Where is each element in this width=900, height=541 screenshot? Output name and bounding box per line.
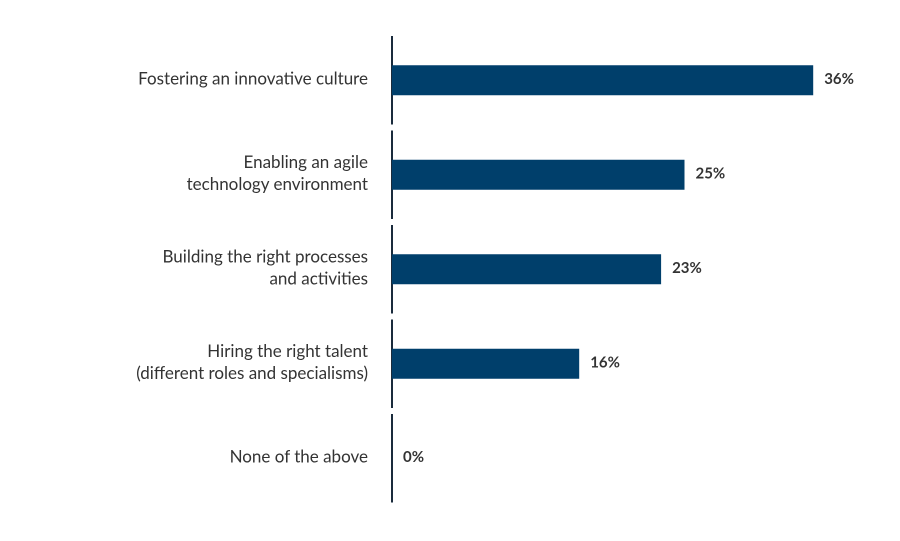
value-label: 0%: [403, 448, 424, 466]
bar: [392, 65, 814, 96]
category-label: Fostering an innovative culture: [138, 68, 368, 89]
value-label: 16%: [590, 354, 620, 372]
category-label: Hiring the right talent (different roles …: [136, 340, 368, 383]
bar: [392, 254, 662, 285]
bar: [392, 348, 580, 379]
bar: [392, 159, 685, 190]
value-label: 23%: [672, 259, 702, 277]
category-label: Enabling an agile technology environment: [187, 151, 368, 194]
category-label: None of the above: [230, 446, 368, 467]
category-label: Building the right processes and activiti…: [163, 246, 369, 289]
value-label: 25%: [696, 165, 726, 183]
value-label: 36%: [824, 70, 854, 88]
